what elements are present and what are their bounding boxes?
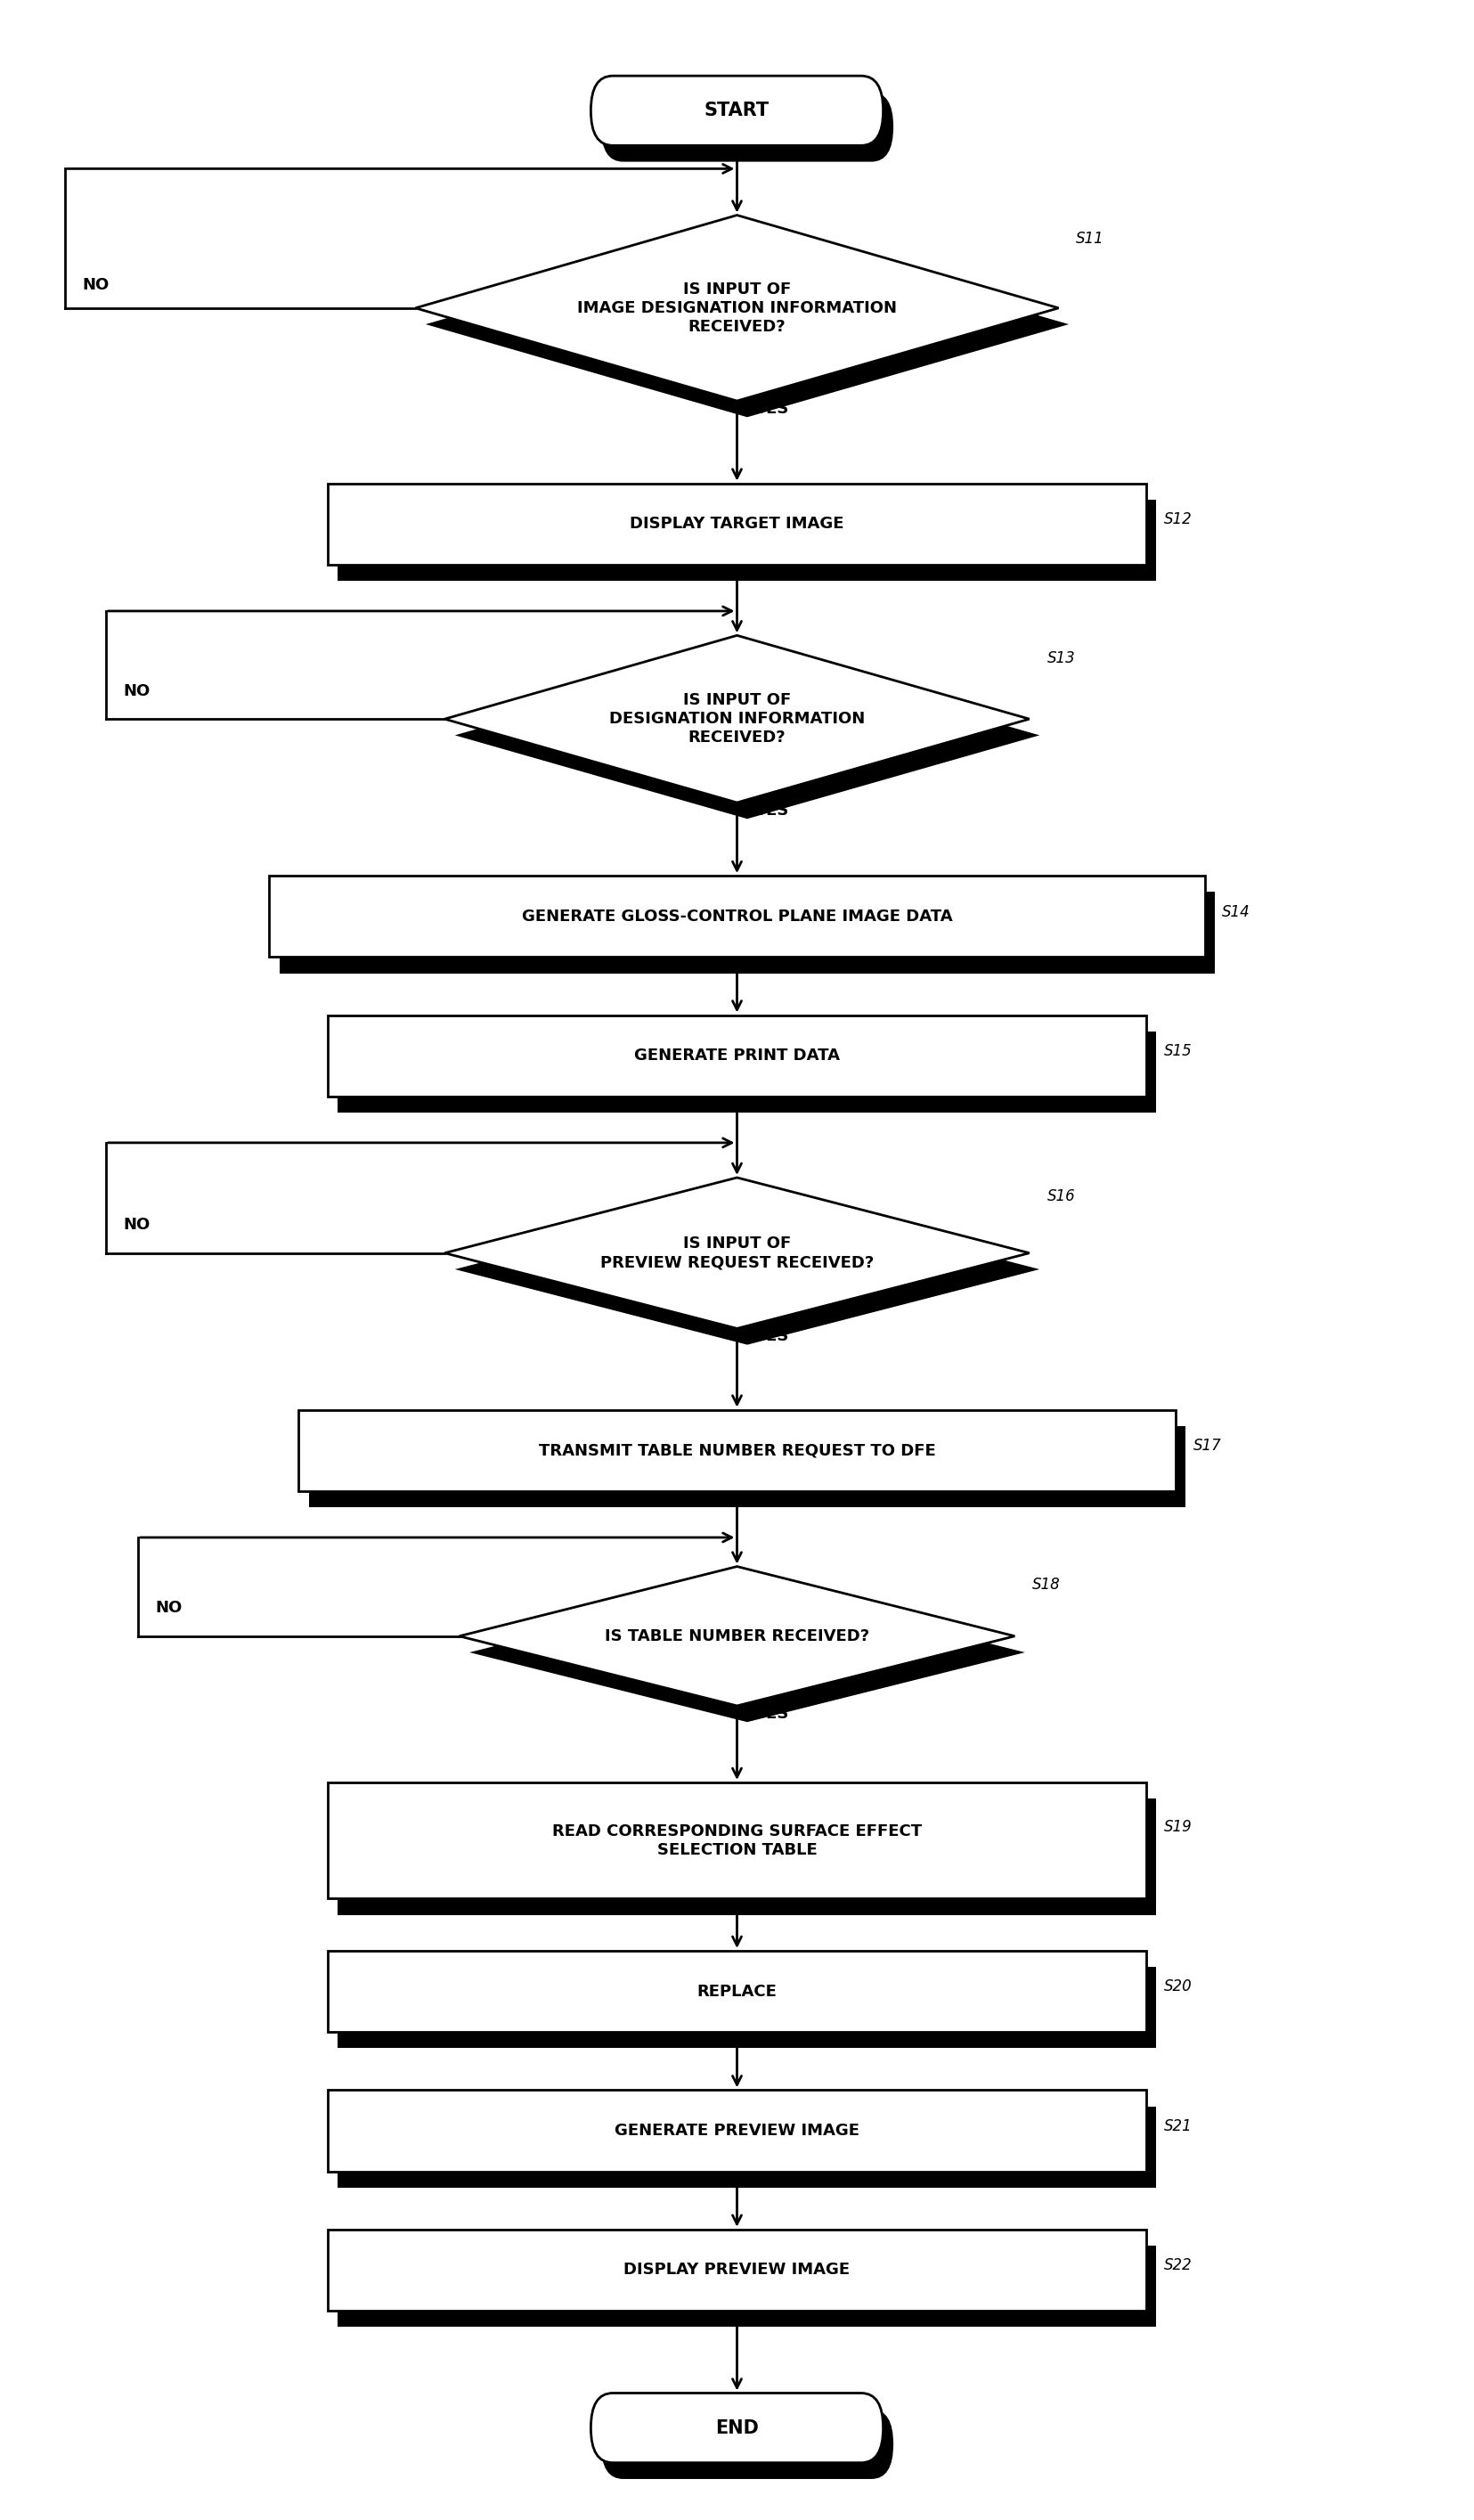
Text: S19: S19 bbox=[1164, 1819, 1192, 1835]
Text: TRANSMIT TABLE NUMBER REQUEST TO DFE: TRANSMIT TABLE NUMBER REQUEST TO DFE bbox=[538, 1441, 936, 1459]
Text: YES: YES bbox=[755, 801, 789, 819]
Text: S20: S20 bbox=[1164, 1978, 1192, 1996]
Text: GENERATE GLOSS-CONTROL PLANE IMAGE DATA: GENERATE GLOSS-CONTROL PLANE IMAGE DATA bbox=[522, 907, 952, 925]
Polygon shape bbox=[470, 1583, 1024, 1721]
Text: DISPLAY TARGET IMAGE: DISPLAY TARGET IMAGE bbox=[629, 517, 845, 532]
Text: NO: NO bbox=[124, 683, 150, 698]
Polygon shape bbox=[455, 1194, 1039, 1346]
Polygon shape bbox=[270, 877, 1204, 958]
Polygon shape bbox=[338, 1031, 1157, 1111]
Text: GENERATE PRINT DATA: GENERATE PRINT DATA bbox=[634, 1048, 840, 1063]
Polygon shape bbox=[338, 1799, 1157, 1915]
Text: YES: YES bbox=[755, 401, 789, 416]
Text: GENERATE PREVIEW IMAGE: GENERATE PREVIEW IMAGE bbox=[615, 2122, 859, 2139]
Polygon shape bbox=[280, 892, 1215, 973]
Polygon shape bbox=[338, 2245, 1157, 2326]
Polygon shape bbox=[455, 653, 1039, 819]
Text: S17: S17 bbox=[1192, 1439, 1222, 1454]
Text: S22: S22 bbox=[1164, 2258, 1192, 2273]
Text: S18: S18 bbox=[1032, 1578, 1060, 1593]
Text: YES: YES bbox=[755, 1328, 789, 1346]
Text: END: END bbox=[715, 2419, 759, 2437]
Polygon shape bbox=[327, 2089, 1147, 2172]
Polygon shape bbox=[445, 1177, 1029, 1328]
Text: S11: S11 bbox=[1076, 229, 1104, 247]
Polygon shape bbox=[338, 499, 1157, 580]
Text: YES: YES bbox=[755, 1706, 789, 1721]
Text: S15: S15 bbox=[1164, 1043, 1192, 1058]
FancyBboxPatch shape bbox=[591, 76, 883, 146]
Text: DISPLAY PREVIEW IMAGE: DISPLAY PREVIEW IMAGE bbox=[624, 2263, 850, 2278]
Polygon shape bbox=[445, 635, 1029, 801]
Polygon shape bbox=[308, 1426, 1185, 1507]
Polygon shape bbox=[416, 214, 1058, 401]
Text: START: START bbox=[705, 101, 769, 118]
Polygon shape bbox=[338, 2107, 1157, 2187]
Text: NO: NO bbox=[83, 277, 109, 292]
Polygon shape bbox=[338, 1968, 1157, 2049]
Text: S16: S16 bbox=[1047, 1187, 1075, 1205]
Polygon shape bbox=[460, 1567, 1014, 1706]
FancyBboxPatch shape bbox=[601, 2409, 893, 2480]
FancyBboxPatch shape bbox=[601, 93, 893, 161]
FancyBboxPatch shape bbox=[591, 2394, 883, 2462]
Text: IS INPUT OF
DESIGNATION INFORMATION
RECEIVED?: IS INPUT OF DESIGNATION INFORMATION RECE… bbox=[609, 693, 865, 746]
Text: S13: S13 bbox=[1047, 650, 1075, 668]
Polygon shape bbox=[327, 1782, 1147, 1898]
Polygon shape bbox=[327, 484, 1147, 564]
Polygon shape bbox=[299, 1409, 1175, 1492]
Text: IS INPUT OF
IMAGE DESIGNATION INFORMATION
RECEIVED?: IS INPUT OF IMAGE DESIGNATION INFORMATIO… bbox=[578, 282, 896, 335]
Text: S12: S12 bbox=[1164, 512, 1192, 527]
Text: NO: NO bbox=[155, 1600, 183, 1615]
Text: S14: S14 bbox=[1222, 905, 1250, 920]
Text: REPLACE: REPLACE bbox=[697, 1983, 777, 1998]
Polygon shape bbox=[327, 1016, 1147, 1096]
Polygon shape bbox=[327, 1950, 1147, 2031]
Text: IS INPUT OF
PREVIEW REQUEST RECEIVED?: IS INPUT OF PREVIEW REQUEST RECEIVED? bbox=[600, 1235, 874, 1270]
Polygon shape bbox=[327, 2230, 1147, 2311]
Text: S21: S21 bbox=[1164, 2117, 1192, 2134]
Text: READ CORRESPONDING SURFACE EFFECT
SELECTION TABLE: READ CORRESPONDING SURFACE EFFECT SELECT… bbox=[553, 1822, 921, 1857]
Text: NO: NO bbox=[124, 1217, 150, 1232]
Polygon shape bbox=[426, 232, 1069, 418]
Text: IS TABLE NUMBER RECEIVED?: IS TABLE NUMBER RECEIVED? bbox=[604, 1628, 870, 1643]
